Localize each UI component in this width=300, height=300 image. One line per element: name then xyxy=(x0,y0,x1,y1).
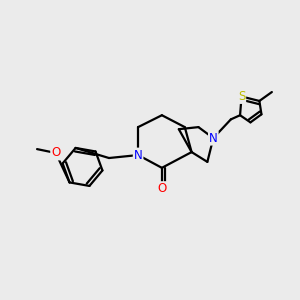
Text: N: N xyxy=(209,132,218,145)
Text: N: N xyxy=(134,148,142,162)
Text: O: O xyxy=(51,146,60,160)
Text: S: S xyxy=(238,90,245,103)
Text: O: O xyxy=(157,182,167,195)
